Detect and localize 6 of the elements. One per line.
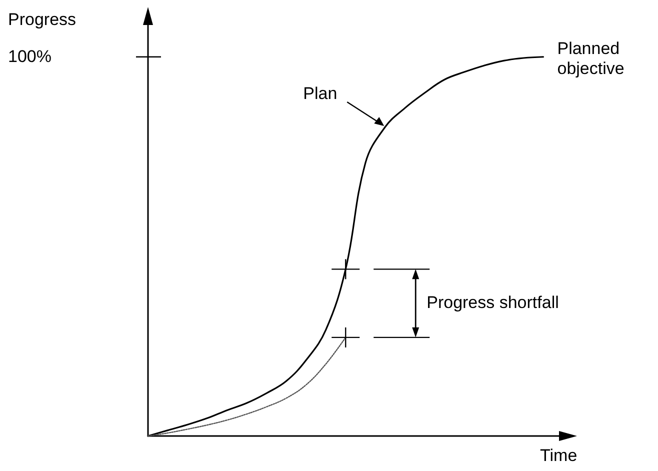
annotation: Planned objective xyxy=(557,38,626,79)
y-axis-title: Progress xyxy=(8,10,76,30)
text: Plan xyxy=(303,84,338,104)
x-axis-title: Time xyxy=(540,446,578,466)
text: 100% xyxy=(8,46,52,67)
annotation: Progress shortfall xyxy=(426,293,559,314)
